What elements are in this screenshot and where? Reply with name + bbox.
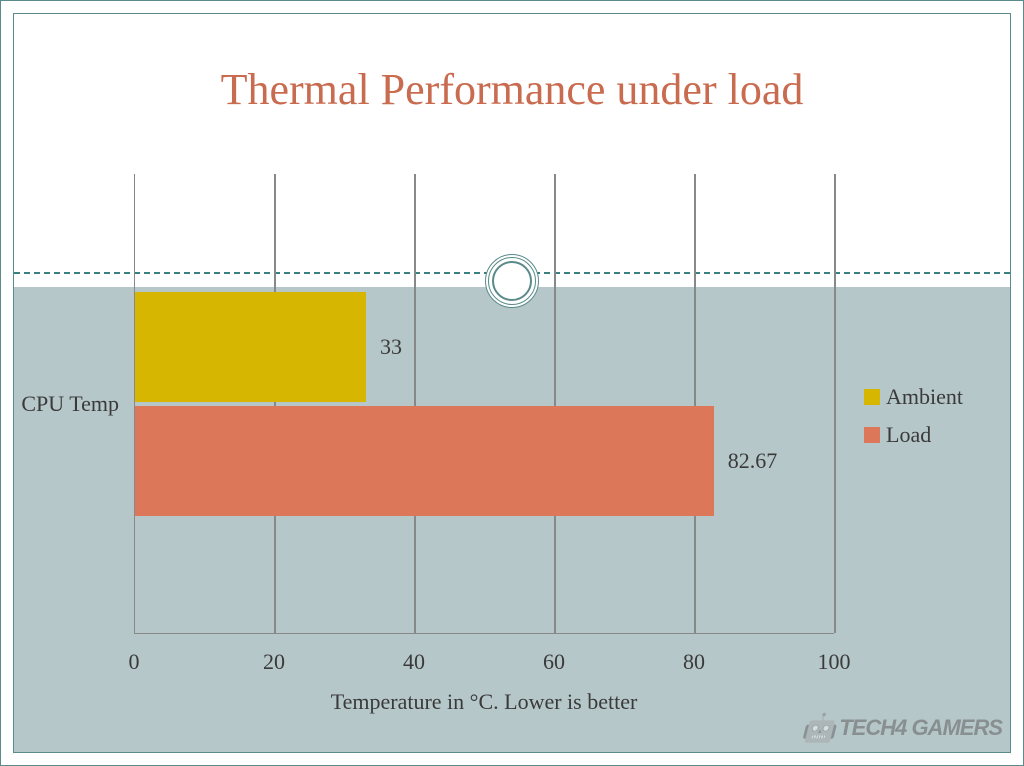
x-axis-title: Temperature in °C. Lower is better [134, 689, 834, 715]
legend-swatch-icon [864, 427, 880, 443]
grid-line [274, 174, 276, 633]
x-tick-label: 60 [543, 649, 565, 675]
legend-item: Ambient [864, 384, 963, 410]
legend-label: Load [886, 422, 931, 448]
x-tick-label: 80 [683, 649, 705, 675]
legend-label: Ambient [886, 384, 963, 410]
legend-item: Load [864, 422, 963, 448]
x-tick-label: 0 [129, 649, 140, 675]
plot-region: 33 82.67 [134, 174, 834, 634]
legend: Ambient Load [864, 384, 963, 460]
bar-load [135, 406, 714, 516]
grid-line [414, 174, 416, 633]
inner-frame: Thermal Performance under load 33 82.67 0… [13, 13, 1011, 753]
x-tick-label: 100 [818, 649, 851, 675]
mascot-icon: 🤖 [801, 711, 835, 744]
watermark-text: TECH4 GAMERS [839, 715, 1002, 741]
bar-value-label: 82.67 [728, 448, 778, 474]
outer-frame: Thermal Performance under load 33 82.67 0… [0, 0, 1024, 766]
bar-value-label: 33 [380, 334, 402, 360]
y-category-label: CPU Temp [21, 391, 119, 417]
grid-line [554, 174, 556, 633]
grid-line [694, 174, 696, 633]
watermark-logo: 🤖 TECH4 GAMERS [801, 711, 1002, 744]
bar-ambient [135, 292, 366, 402]
legend-swatch-icon [864, 389, 880, 405]
grid-line [834, 174, 836, 633]
chart-title: Thermal Performance under load [14, 64, 1010, 115]
x-tick-label: 40 [403, 649, 425, 675]
x-tick-label: 20 [263, 649, 285, 675]
chart-area: 3382.67 020406080100 CPU Temp Temperatur… [134, 174, 834, 634]
